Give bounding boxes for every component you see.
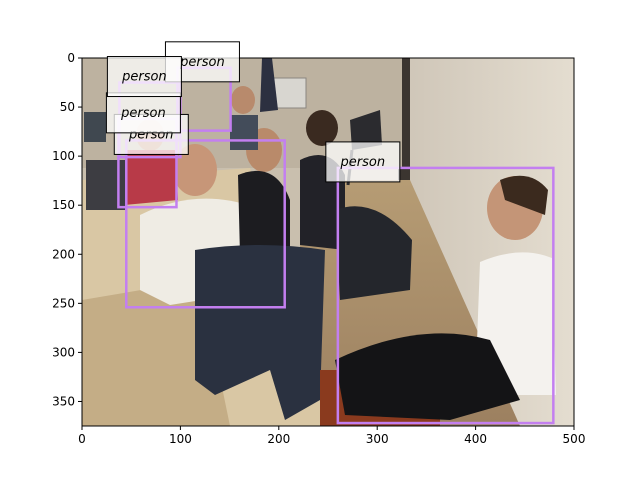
x-tick-label: 400 <box>464 432 487 446</box>
y-tick-label: 300 <box>52 345 75 359</box>
x-tick-label: 0 <box>78 432 86 446</box>
axis-ticks: 0 100 200 300 400 500 0 50 100 150 200 250 300 350 <box>52 51 585 446</box>
y-tick-label: 50 <box>60 100 75 114</box>
detection-box <box>336 166 555 425</box>
x-tick-label: 100 <box>169 432 192 446</box>
detection-box <box>125 139 286 309</box>
y-tick-label: 150 <box>52 198 75 212</box>
photo <box>82 58 574 426</box>
y-tick-label: 250 <box>52 296 75 310</box>
y-tick-label: 100 <box>52 149 75 163</box>
detection-label-bg <box>106 56 182 98</box>
x-tick-label: 500 <box>563 432 586 446</box>
x-tick-label: 300 <box>366 432 389 446</box>
detection-label-bg <box>105 92 181 134</box>
detection-label-bg <box>325 141 401 183</box>
axes-frame <box>81 57 575 427</box>
detection-label: person <box>121 70 167 85</box>
detection-label: person <box>120 106 166 121</box>
detection-label: person <box>179 55 225 70</box>
detection-label: person <box>340 155 386 170</box>
y-tick-label: 0 <box>67 51 75 65</box>
y-tick-label: 350 <box>52 394 75 408</box>
x-tick-label: 200 <box>267 432 290 446</box>
y-tick-label: 200 <box>52 247 75 261</box>
